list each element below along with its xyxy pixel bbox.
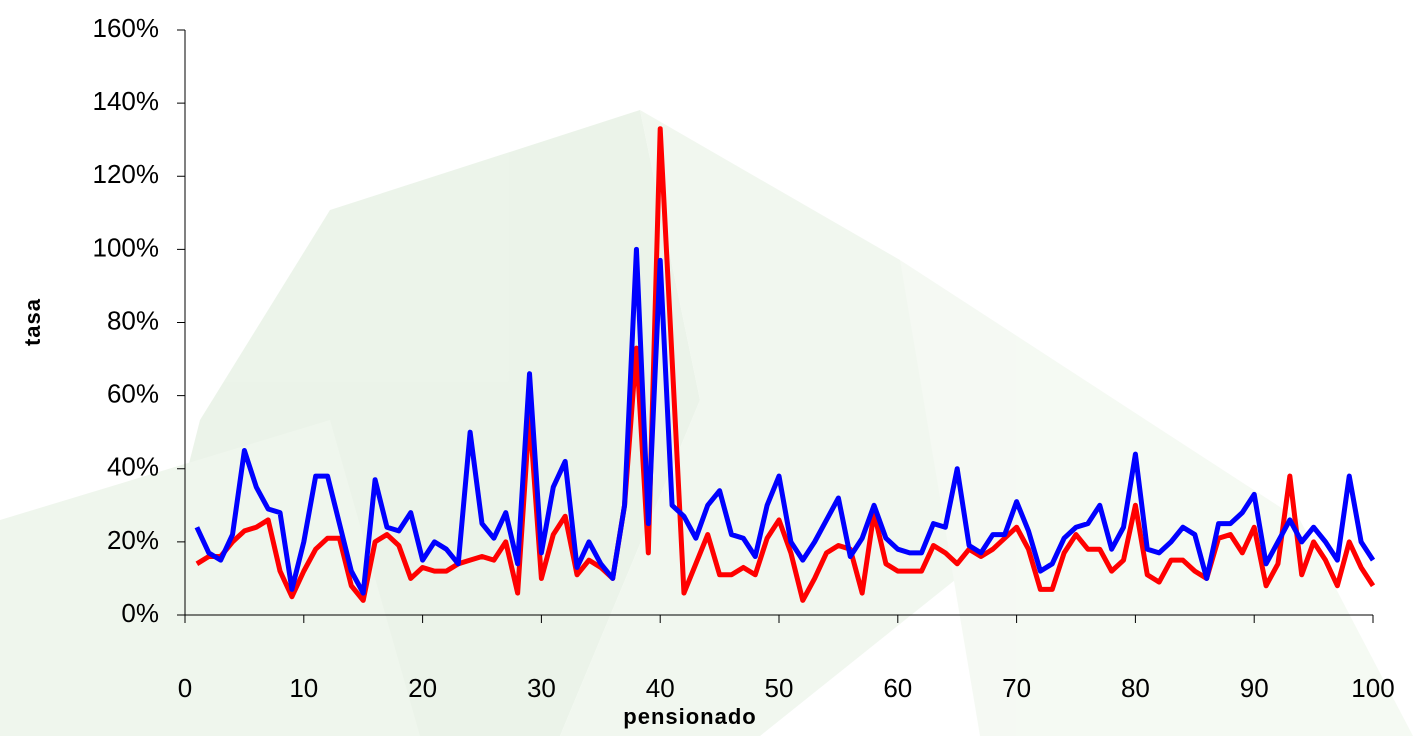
x-tick-label: 60 — [883, 673, 912, 703]
x-tick-label: 40 — [646, 673, 675, 703]
y-tick-label: 40% — [107, 452, 159, 482]
y-tick-label: 160% — [93, 13, 160, 43]
y-tick-label: 20% — [107, 525, 159, 555]
x-tick-label: 80 — [1121, 673, 1150, 703]
x-axis-title: pensionado — [623, 704, 756, 729]
background-decoration — [0, 110, 1413, 736]
y-tick-label: 0% — [121, 598, 159, 628]
x-tick-label: 30 — [527, 673, 556, 703]
y-tick-label: 80% — [107, 305, 159, 335]
x-tick-label: 50 — [765, 673, 794, 703]
x-tick-label: 70 — [1002, 673, 1031, 703]
y-tick-label: 120% — [93, 159, 160, 189]
x-tick-label: 20 — [408, 673, 437, 703]
x-tick-label: 10 — [289, 673, 318, 703]
x-tick-label: 90 — [1240, 673, 1269, 703]
line-series — [194, 246, 1376, 596]
y-axis-title: tasa — [20, 298, 45, 346]
y-tick-label: 60% — [107, 379, 159, 409]
line-series — [195, 126, 1376, 603]
y-tick-label: 100% — [93, 232, 160, 262]
x-tick-label: 100 — [1351, 673, 1394, 703]
x-tick-label: 0 — [178, 673, 192, 703]
y-tick-label: 140% — [93, 86, 160, 116]
